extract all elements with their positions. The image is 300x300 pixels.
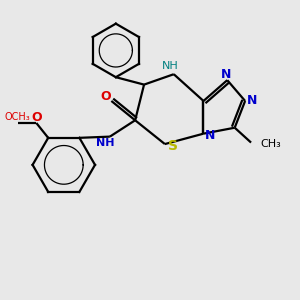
- Text: N: N: [247, 94, 257, 107]
- Text: N: N: [205, 129, 215, 142]
- Text: S: S: [168, 140, 178, 153]
- Text: O: O: [101, 90, 111, 103]
- Text: CH₃: CH₃: [260, 139, 281, 149]
- Text: NH: NH: [162, 61, 178, 71]
- Text: OCH₃: OCH₃: [4, 112, 30, 122]
- Text: NH: NH: [96, 138, 115, 148]
- Text: N: N: [220, 68, 231, 81]
- Text: O: O: [31, 110, 42, 124]
